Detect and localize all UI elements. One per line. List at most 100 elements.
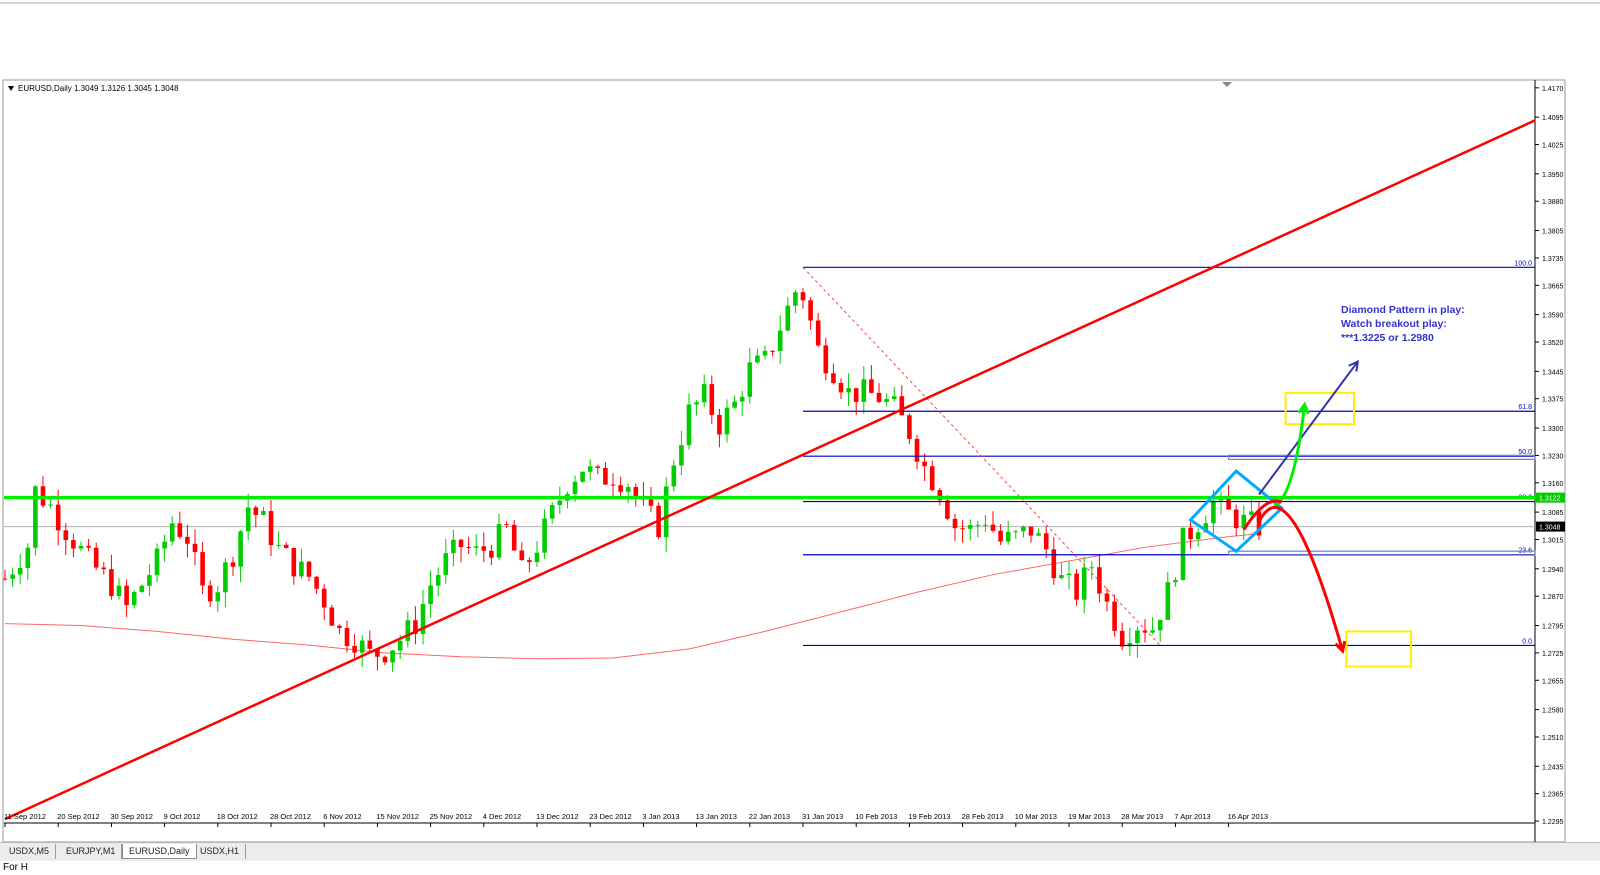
x-tick-label: 30 Sep 2012: [110, 812, 153, 821]
y-tick-label: 1.3665: [1542, 283, 1564, 290]
fib-level-label: 0.0: [1522, 638, 1532, 645]
x-tick-label: 13 Jan 2013: [696, 812, 737, 821]
candle-body: [109, 569, 114, 596]
candle-body: [861, 379, 867, 402]
y-tick-label: 1.3160: [1542, 481, 1564, 488]
candle-body: [352, 645, 357, 653]
tab-usdx-m5[interactable]: USDX,M5: [3, 844, 57, 859]
y-tick-label: 1.2795: [1542, 624, 1564, 631]
candle-body: [739, 396, 745, 402]
candle-body: [261, 511, 266, 515]
candle-body: [397, 640, 403, 651]
x-tick-label: 9 Oct 2012: [164, 812, 201, 821]
candle-body: [823, 345, 829, 374]
candle-body: [770, 350, 775, 352]
candle-body: [1051, 549, 1057, 579]
current-price-label: 1.3048: [1539, 525, 1561, 532]
tab-eurjpy-m1[interactable]: EURJPY,M1: [60, 844, 123, 859]
symbol-info: EURUSD,Daily 1.3049 1.3126 1.3045 1.3048: [18, 84, 179, 93]
candle-body: [306, 561, 312, 577]
target-box-upper: [1284, 391, 1355, 426]
candle-body: [777, 330, 783, 351]
candle-body: [914, 438, 920, 462]
candle-body: [496, 524, 502, 558]
y-tick-label: 1.2655: [1542, 678, 1564, 685]
candle-body: [192, 543, 198, 553]
tab-usdx-h1[interactable]: USDX,H1: [194, 844, 247, 859]
candle-body: [200, 552, 205, 586]
tab-eurusd-daily[interactable]: EURUSD,Daily: [122, 844, 197, 859]
candle-body: [922, 461, 927, 467]
candle-body: [481, 546, 487, 551]
candle-body: [238, 531, 243, 567]
candle-body: [55, 504, 61, 531]
candle-body: [78, 545, 84, 549]
candle-body: [329, 607, 335, 626]
candle-body: [147, 575, 152, 586]
x-tick-label: 19 Mar 2013: [1068, 812, 1110, 821]
candle-body: [1059, 575, 1064, 579]
moving-average-layer: [4, 526, 1535, 660]
x-tick-label: 18 Oct 2012: [217, 812, 258, 821]
dropdown-triangle-icon[interactable]: [8, 86, 14, 91]
candle-body: [207, 585, 213, 602]
candle-body: [367, 640, 373, 649]
green-projection-arrow: [1273, 404, 1307, 508]
x-tick-label: 31 Jan 2013: [802, 812, 843, 821]
candle-body: [549, 505, 555, 519]
y-tick-label: 1.3015: [1542, 537, 1564, 544]
candle-body: [1241, 514, 1247, 529]
x-tick-label: 19 Feb 2013: [908, 812, 950, 821]
candle-body: [1127, 643, 1133, 647]
candle-body: [899, 396, 905, 416]
candle-body: [663, 486, 669, 538]
candle-body: [1104, 593, 1110, 602]
candle-body: [25, 547, 31, 568]
candle-body: [511, 524, 517, 551]
price-chart[interactable]: 100.061.850.038.223.60.0 1.41701.40951.4…: [0, 0, 1600, 842]
y-tick-label: 1.2580: [1542, 708, 1564, 715]
candle-body: [648, 499, 654, 506]
candle-body: [587, 466, 593, 472]
candle-body: [762, 350, 768, 356]
candle-body: [679, 445, 684, 466]
candle-body: [215, 592, 221, 602]
candle-body: [291, 548, 297, 577]
candle-body: [428, 585, 433, 605]
candle-body: [990, 524, 996, 531]
candle-body: [504, 524, 509, 526]
x-tick-label: 22 Jan 2013: [749, 812, 790, 821]
candle-body: [747, 362, 753, 397]
candle-body: [800, 292, 806, 301]
candle-body: [967, 525, 973, 529]
candle-body: [876, 392, 882, 402]
candle-body: [1173, 580, 1178, 583]
candle-body: [960, 528, 965, 530]
candle-body: [831, 373, 836, 383]
y-tick-label: 1.2435: [1542, 764, 1564, 771]
x-tick-label: 15 Nov 2012: [376, 812, 419, 821]
chart-frame: [0, 2, 1600, 842]
candle-body: [10, 574, 15, 579]
candle-body: [230, 562, 236, 567]
y-tick-label: 1.4170: [1542, 86, 1564, 93]
candle-body: [853, 388, 859, 402]
candle-body: [755, 355, 760, 363]
candle-body: [1195, 532, 1201, 540]
candle-body: [131, 592, 137, 606]
candle-body: [610, 484, 616, 486]
candle-body: [1165, 582, 1171, 620]
candle-body: [93, 547, 99, 568]
candle-body: [527, 560, 532, 563]
time-axis: 11 Sep 2012 20 Sep 2012 30 Sep 2012 9 Oct 2…: [4, 812, 1268, 827]
candle-body: [709, 384, 715, 415]
x-tick-label: 23 Dec 2012: [589, 812, 632, 821]
candle-body: [1089, 567, 1095, 569]
candle-body: [732, 401, 737, 408]
fib-level-label: 61.8: [1518, 404, 1532, 411]
candle-body: [694, 402, 699, 405]
candle-body: [116, 585, 122, 596]
annotation-line-3: ***1.3225 or 1.2980: [1341, 332, 1434, 344]
candle-body: [557, 500, 563, 506]
candle-body: [785, 305, 791, 331]
